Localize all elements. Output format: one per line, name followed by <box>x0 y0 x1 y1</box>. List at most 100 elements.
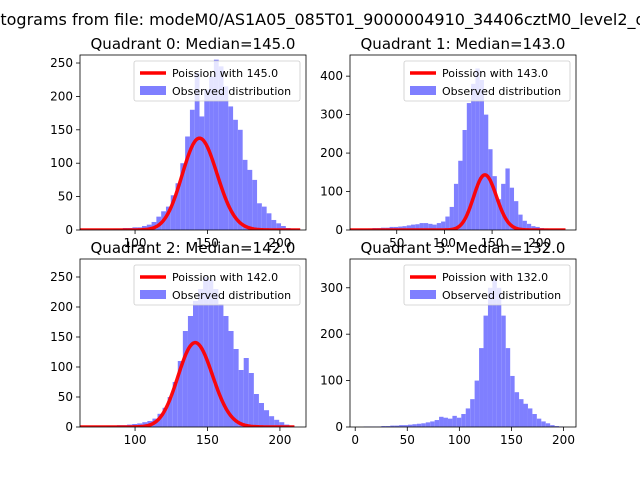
histogram-bar <box>471 83 476 230</box>
histogram-bar <box>496 199 502 230</box>
histogram-bar <box>514 392 520 427</box>
histogram-bar <box>462 130 467 230</box>
plot-area <box>80 59 301 230</box>
y-tick-label: 0 <box>335 223 343 237</box>
histogram-bar <box>193 301 199 427</box>
histogram-bar <box>271 219 277 230</box>
histogram-bar <box>475 68 480 230</box>
histogram-bar <box>483 315 488 427</box>
x-tick-label: 100 <box>124 236 147 250</box>
histogram-bar <box>381 426 386 427</box>
histogram-bar <box>162 407 168 427</box>
histogram-bar <box>187 316 193 427</box>
y-tick-label: 250 <box>50 270 73 284</box>
histogram-bar <box>172 382 178 427</box>
histogram-bar <box>263 410 270 427</box>
histogram-bar <box>461 414 466 427</box>
legend-frame <box>133 264 301 306</box>
histogram-bar <box>449 206 454 230</box>
histogram-bar <box>436 223 442 230</box>
histogram-bar <box>474 380 480 427</box>
histogram-bar <box>403 425 408 427</box>
histogram-bar <box>213 289 219 427</box>
histogram-bar <box>470 399 475 427</box>
y-tick-label: 150 <box>50 330 73 344</box>
histogram-bar <box>518 214 523 230</box>
histogram-bar <box>416 423 422 427</box>
histogram-bar <box>266 213 272 230</box>
histogram-bar <box>248 373 254 427</box>
histogram-bar <box>167 397 173 427</box>
histogram-bar <box>258 403 264 427</box>
subplot-quadrant-3: Quadrant 3: Median=132.0 0 50 100 150 200 0 100… <box>320 239 577 447</box>
y-tick-label: 0 <box>65 223 73 237</box>
legend-label-observed: Observed distribution <box>172 289 291 302</box>
histogram-bar <box>213 59 219 230</box>
y-tick-label: 200 <box>320 146 343 160</box>
histogram-bar <box>509 187 515 230</box>
y-tick-label: 200 <box>50 89 73 103</box>
histogram-bar <box>505 348 511 427</box>
legend: Poission with 145.0 Observed distribution <box>133 60 301 102</box>
histogram-bar <box>496 287 502 427</box>
histogram-bar <box>505 168 510 230</box>
histogram-bar <box>447 418 453 427</box>
histogram-bar <box>252 179 258 230</box>
y-tick-label: 100 <box>320 374 343 388</box>
legend: Poission with 143.0 Observed distribution <box>403 60 571 102</box>
histogram-bar <box>276 223 282 230</box>
histogram-bar <box>532 414 537 427</box>
x-tick-label: 50 <box>389 236 404 250</box>
histogram-bar <box>233 349 239 427</box>
histogram-bar <box>527 408 533 427</box>
histogram-bar <box>281 225 286 230</box>
histogram-bar <box>419 223 424 230</box>
histogram-bar <box>208 280 214 427</box>
histogram-bar <box>238 370 244 427</box>
y-tick-label: 50 <box>58 390 73 404</box>
x-tick-label: 200 <box>268 433 291 447</box>
histogram-bar <box>218 66 224 230</box>
histogram-bar <box>185 136 190 230</box>
histogram-bar <box>466 103 472 230</box>
legend: Poission with 142.0 Observed distribution <box>133 264 301 306</box>
histogram-bar <box>180 163 186 230</box>
x-tick-label: 100 <box>124 433 147 447</box>
axes-frame <box>79 54 307 231</box>
histogram-bar <box>458 160 463 230</box>
x-tick-label: 150 <box>500 433 523 447</box>
subplot-quadrant-0: Quadrant 0: Median=145.0 100 150 200 0 50 100 1… <box>50 35 307 250</box>
histogram-bar <box>531 226 536 230</box>
subplot-grid: Quadrant 0: Median=145.0 100 150 200 0 50 100 1… <box>50 35 577 447</box>
histogram-bar <box>237 129 243 230</box>
histogram-bar <box>274 419 280 427</box>
y-tick-label: 100 <box>50 156 73 170</box>
histogram-bar <box>385 426 391 427</box>
histogram-bar <box>233 119 238 230</box>
y-tick-label: 200 <box>50 300 73 314</box>
histogram-bar <box>423 223 429 230</box>
histogram-bar <box>279 422 285 427</box>
x-tick-label: 100 <box>448 433 471 447</box>
legend-swatch-observed <box>140 86 166 95</box>
histogram-bar <box>522 220 527 230</box>
histogram-bar <box>465 408 471 427</box>
histogram-bar <box>545 423 551 427</box>
x-tick-label: 200 <box>528 236 551 250</box>
histogram-bar <box>441 221 446 230</box>
y-tick-label: 300 <box>320 108 343 122</box>
histogram-bar <box>228 106 234 230</box>
histogram-bar <box>204 89 210 230</box>
axes-frame <box>349 258 577 428</box>
y-tick-label: 400 <box>320 69 343 83</box>
histogram-bar <box>519 399 524 427</box>
plot-area <box>363 278 564 427</box>
histogram-bar <box>223 86 229 230</box>
y-tick-label: 300 <box>320 281 343 295</box>
histogram-bar <box>257 203 262 230</box>
histogram-bar <box>453 183 459 230</box>
legend-swatch-observed <box>410 86 436 95</box>
subplot-title: Quadrant 0: Median=145.0 <box>91 35 296 53</box>
histogram-bar <box>541 421 546 427</box>
